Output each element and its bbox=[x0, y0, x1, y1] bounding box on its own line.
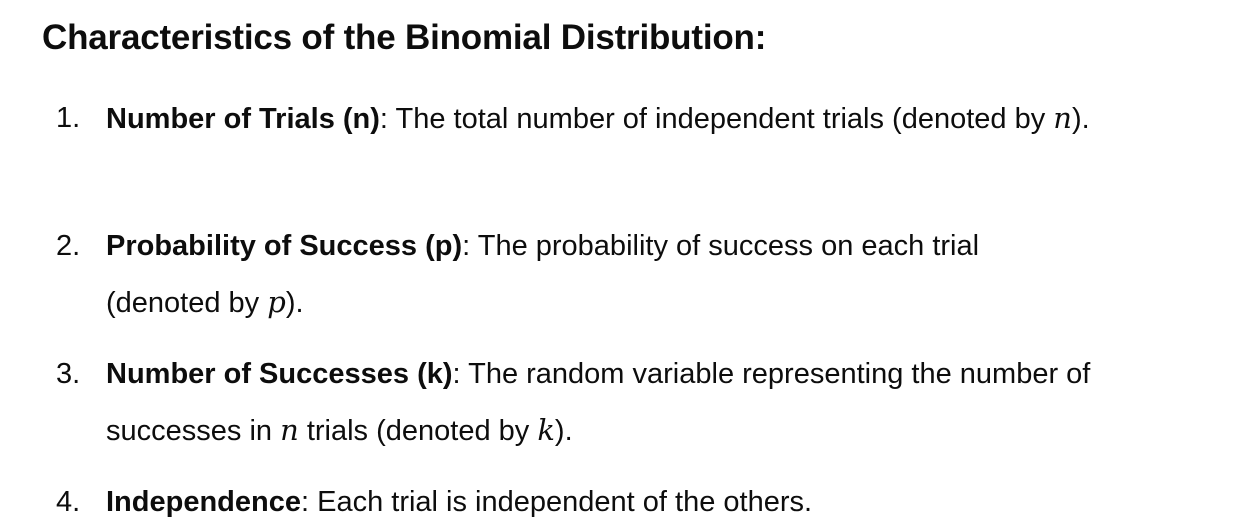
list-item-text: The probability of success on each trial… bbox=[106, 230, 980, 319]
list-item-number: 4. bbox=[56, 486, 81, 518]
list-item-text-end: ). bbox=[285, 287, 304, 319]
list-item-colon: : bbox=[379, 103, 388, 135]
math-symbol: p bbox=[267, 285, 286, 319]
list-item-text-middle: trials (denoted by bbox=[298, 415, 538, 447]
list-item-number: 1. bbox=[56, 102, 81, 134]
list-item-body: Number of Successes (k): The random vari… bbox=[106, 346, 1206, 459]
list-item-text-end: ). bbox=[554, 415, 573, 447]
list-item-term: Independence bbox=[106, 486, 301, 518]
list-item-text: Each trial is independent of the others. bbox=[309, 486, 813, 518]
list-item-colon: : bbox=[301, 486, 310, 518]
math-symbol: k bbox=[537, 413, 555, 447]
list-item-text: The random variable representing the num… bbox=[106, 358, 1091, 447]
list-item-body: Independence: Each trial is independent … bbox=[106, 474, 1206, 530]
list-item-term: Number of Successes (k) bbox=[106, 358, 453, 390]
list-item-colon: : bbox=[452, 358, 461, 390]
list-item-body: Probability of Success (p): The probabil… bbox=[106, 218, 1096, 331]
list-item-number: 3. bbox=[56, 358, 81, 390]
list-item-number: 2. bbox=[56, 230, 81, 262]
list-item-term: Number of Trials (n) bbox=[106, 103, 380, 135]
list-item-text-end: ). bbox=[1071, 103, 1090, 135]
list-item-text: The total number of independent trials (… bbox=[387, 103, 1054, 135]
page-title: Characteristics of the Binomial Distribu… bbox=[42, 18, 767, 57]
list-item-colon: : bbox=[462, 230, 471, 262]
math-symbol: n bbox=[1053, 101, 1072, 135]
list-item-body: Number of Trials (n): The total number o… bbox=[106, 90, 1201, 147]
math-symbol: n bbox=[280, 413, 299, 447]
list-item-term: Probability of Success (p) bbox=[106, 230, 463, 262]
